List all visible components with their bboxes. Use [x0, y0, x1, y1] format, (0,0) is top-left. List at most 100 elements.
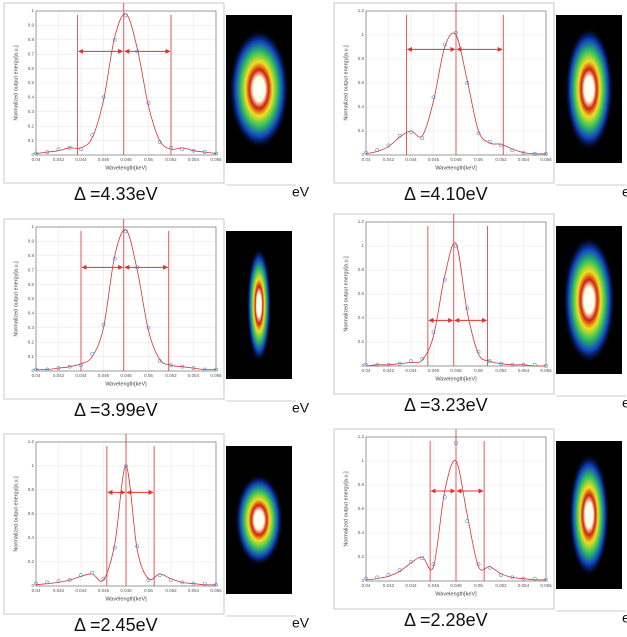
- chart-frame: [3, 2, 225, 184]
- x-axis-label: Wavelength[keV]: [105, 381, 147, 387]
- data-point: [157, 359, 162, 363]
- y-axis-label: Normalized output energy[a.u.]: [343, 45, 349, 121]
- y-tick-label: 0.4: [358, 315, 365, 320]
- y-tick-label: 0.1: [28, 354, 35, 359]
- y-tick-label: 0.6: [358, 291, 365, 296]
- y-tick-label: 0.7: [28, 51, 35, 56]
- data-point: [45, 580, 50, 585]
- data-point: [56, 579, 61, 584]
- x-tick-label: 0.042: [53, 373, 65, 378]
- beam-spot: [235, 474, 283, 566]
- beam-spot: [229, 29, 289, 149]
- x-tick-label: 0.046: [98, 373, 110, 378]
- x-tick-label: 0.05: [474, 368, 483, 373]
- data-point: [56, 147, 61, 152]
- data-point: [499, 573, 503, 577]
- x-tick-label: 0.048: [120, 373, 132, 378]
- data-point: [169, 578, 173, 582]
- x-tick-label: 0.054: [188, 588, 200, 593]
- data-point: [454, 30, 458, 35]
- data-point: [90, 132, 95, 137]
- x-tick-label: 0.052: [165, 588, 177, 593]
- x-tick-label: 0.054: [518, 583, 530, 588]
- x-tick-label: 0.056: [540, 157, 552, 162]
- y-tick-label: 0.4: [28, 311, 35, 316]
- data-point: [157, 573, 162, 578]
- x-tick-label: 0.052: [495, 368, 507, 373]
- x-tick-label: 0.044: [75, 373, 87, 378]
- data-point: [409, 359, 413, 364]
- beam-spot: [565, 27, 613, 151]
- data-point: [191, 366, 196, 371]
- x-tick-label: 0.044: [405, 368, 417, 373]
- plot-area: [35, 226, 217, 372]
- unit-label: eV: [622, 610, 627, 626]
- data-point: [442, 42, 447, 47]
- data-point: [521, 576, 526, 581]
- x-tick-label: 0.04: [32, 157, 41, 162]
- y-tick-label: 0.6: [28, 282, 35, 287]
- y-tick-label: 0.6: [358, 506, 365, 511]
- data-point: [386, 573, 391, 577]
- x-tick-label: 0.046: [428, 583, 440, 588]
- data-point: [521, 150, 526, 155]
- x-axis-label: Wavelength[keV]: [105, 596, 147, 602]
- x-tick-label: 0.05: [144, 157, 153, 162]
- x-tick-label: 0.048: [120, 588, 132, 593]
- y-tick-label: 0.9: [28, 239, 35, 244]
- panel: 0.04 0.042 0.044 0.046 0.048 0.05 0.052 0.054 0.…: [3, 218, 310, 420]
- x-tick-label: 0.056: [540, 583, 552, 588]
- panel: 0.04 0.042 0.044 0.046 0.048 0.05 0.052 0.054 0.…: [3, 2, 310, 204]
- data-point: [191, 581, 196, 586]
- caption: Δ =3.23eV: [404, 395, 488, 415]
- x-tick-label: 0.05: [474, 583, 483, 588]
- x-tick-label: 0.042: [383, 157, 395, 162]
- x-tick-label: 0.042: [53, 157, 65, 162]
- beam-spot: [569, 453, 609, 577]
- y-tick-label: 0.5: [28, 80, 35, 85]
- y-tick-label: 0.6: [28, 511, 35, 516]
- y-tick-label: 1: [31, 463, 34, 468]
- y-axis-label: Normalized output energy[a.u.]: [343, 256, 349, 332]
- data-point: [214, 582, 218, 587]
- y-tick-label: 0.4: [358, 104, 365, 109]
- data-point: [397, 361, 402, 366]
- caption: Δ =4.10eV: [404, 184, 488, 204]
- x-tick-label: 0.042: [53, 588, 65, 593]
- data-point: [420, 556, 425, 561]
- data-point: [386, 362, 391, 367]
- data-point: [487, 565, 492, 570]
- data-point: [79, 573, 83, 578]
- fit-curve: [35, 465, 217, 586]
- panel: 0.04 0.042 0.044 0.046 0.048 0.05 0.052 0.054 0.…: [333, 213, 627, 415]
- data-point: [454, 441, 458, 445]
- y-tick-label: 0: [361, 363, 364, 368]
- x-tick-label: 0.054: [188, 373, 200, 378]
- data-point: [202, 581, 207, 586]
- data-point: [180, 580, 185, 585]
- data-point: [67, 578, 72, 582]
- data-point: [112, 37, 117, 42]
- y-tick-label: 0.9: [28, 23, 35, 28]
- x-tick-label: 0.056: [210, 373, 222, 378]
- x-tick-label: 0.046: [98, 588, 110, 593]
- y-axis-label: Normalized output energy[a.u.]: [13, 476, 19, 552]
- data-point: [34, 581, 38, 586]
- data-point: [202, 150, 207, 155]
- data-point: [112, 256, 117, 261]
- data-point: [465, 306, 470, 311]
- x-tick-label: 0.048: [450, 157, 462, 162]
- data-point: [487, 359, 492, 364]
- x-tick-label: 0.04: [362, 157, 371, 162]
- x-tick-label: 0.054: [188, 157, 200, 162]
- chart-frame: [3, 218, 225, 400]
- y-tick-label: 1.2: [358, 8, 365, 13]
- x-tick-label: 0.052: [495, 583, 507, 588]
- y-tick-label: 1.2: [28, 439, 35, 444]
- y-tick-label: 0.3: [28, 325, 35, 330]
- y-tick-label: 0.8: [28, 37, 35, 42]
- data-point: [180, 364, 185, 369]
- x-tick-label: 0.05: [144, 588, 153, 593]
- data-point: [409, 130, 413, 135]
